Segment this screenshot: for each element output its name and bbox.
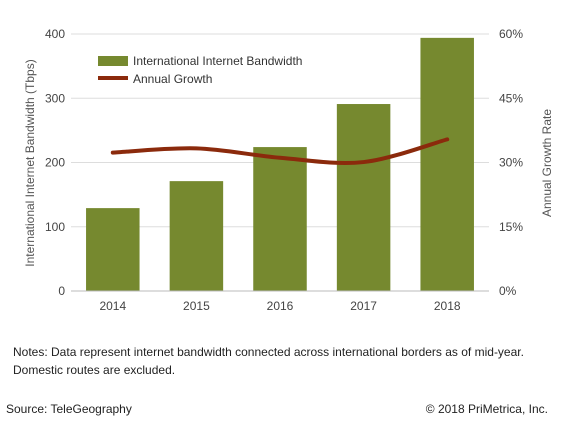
legend-label-bandwidth: International Internet Bandwidth	[133, 54, 302, 68]
source-text: Source: TeleGeography	[6, 402, 132, 416]
x-axis-ticks: 2014 2015 2016 2017 2018	[99, 299, 460, 313]
x-tick-label: 2016	[267, 299, 294, 313]
y2-tick-label: 0%	[499, 284, 517, 298]
y2-tick-label: 30%	[499, 156, 523, 170]
notes-line-1: Notes: Data represent internet bandwidth…	[13, 345, 524, 359]
x-tick-label: 2017	[350, 299, 377, 313]
y2-tick-label: 45%	[499, 91, 523, 105]
y2-tick-label: 60%	[499, 27, 523, 41]
bar	[420, 37, 474, 292]
y-tick-label: 0	[58, 284, 65, 298]
x-tick-label: 2015	[183, 299, 210, 313]
right-axis-ticks: 0% 15% 30% 45% 60%	[499, 27, 523, 298]
y2-tick-label: 15%	[499, 220, 523, 234]
legend: International Internet Bandwidth Annual …	[98, 54, 302, 86]
bar	[86, 208, 140, 291]
y-tick-label: 200	[45, 156, 65, 170]
bar	[253, 147, 307, 291]
notes: Notes: Data represent internet bandwidth…	[13, 343, 553, 379]
x-tick-label: 2018	[434, 299, 461, 313]
y-axis-title: International Internet Bandwidth (Tbps)	[23, 59, 37, 266]
left-axis-ticks: 0 100 200 300 400	[45, 27, 65, 298]
y-tick-label: 400	[45, 27, 65, 41]
y-tick-label: 300	[45, 91, 65, 105]
notes-line-2: Domestic routes are excluded.	[13, 363, 176, 377]
legend-swatch-bandwidth	[98, 56, 128, 66]
legend-label-growth: Annual Growth	[133, 72, 212, 86]
bar-series	[86, 37, 474, 292]
y2-axis-title: Annual Growth Rate	[540, 109, 554, 217]
copyright-text: © 2018 PriMetrica, Inc.	[425, 402, 548, 416]
bar	[169, 181, 224, 291]
line-series	[110, 137, 450, 166]
growth-line	[110, 137, 450, 166]
bar	[336, 104, 391, 291]
x-tick-label: 2014	[99, 299, 126, 313]
y-tick-label: 100	[45, 220, 65, 234]
